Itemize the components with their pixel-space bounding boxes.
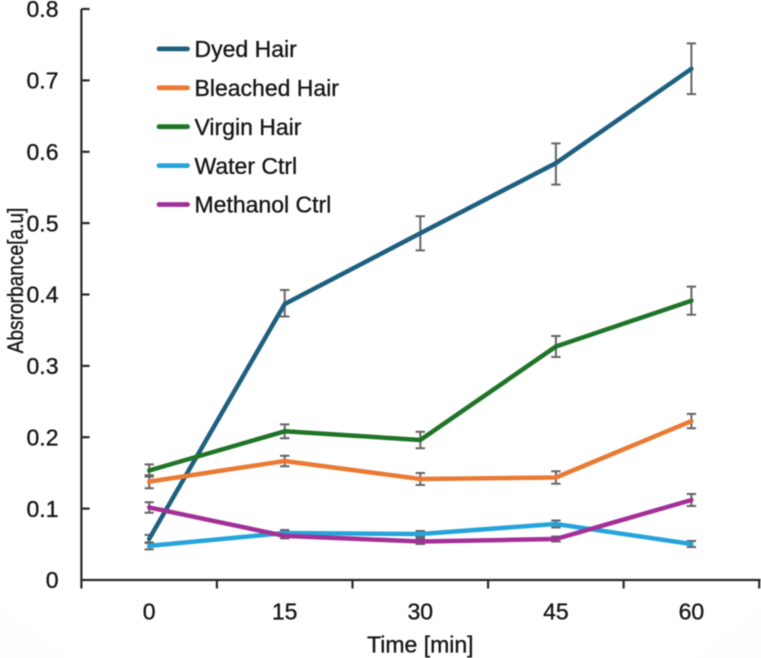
svg-text:30: 30 [408, 599, 434, 625]
svg-text:60: 60 [679, 599, 705, 625]
svg-text:0.6: 0.6 [27, 139, 59, 165]
svg-text:Bleached Hair: Bleached Hair [195, 75, 340, 101]
svg-text:0.8: 0.8 [27, 0, 59, 22]
svg-text:0.4: 0.4 [27, 282, 59, 308]
svg-text:Dyed Hair: Dyed Hair [195, 36, 298, 62]
svg-text:0: 0 [46, 567, 59, 593]
svg-text:Water Ctrl: Water Ctrl [195, 153, 298, 179]
svg-text:0.1: 0.1 [27, 496, 59, 522]
svg-text:Time [min]: Time [min] [367, 632, 474, 658]
svg-text:Virgin Hair: Virgin Hair [195, 114, 302, 140]
svg-text:0: 0 [143, 599, 156, 625]
svg-text:0.7: 0.7 [27, 68, 59, 94]
svg-text:Absrorbance[a.u]: Absrorbance[a.u] [4, 208, 29, 354]
svg-text:0.2: 0.2 [27, 425, 59, 451]
svg-text:Methanol Ctrl: Methanol Ctrl [195, 192, 332, 218]
svg-text:0.5: 0.5 [27, 210, 59, 236]
svg-text:15: 15 [272, 599, 298, 625]
svg-text:45: 45 [543, 599, 569, 625]
svg-text:0.3: 0.3 [27, 353, 59, 379]
